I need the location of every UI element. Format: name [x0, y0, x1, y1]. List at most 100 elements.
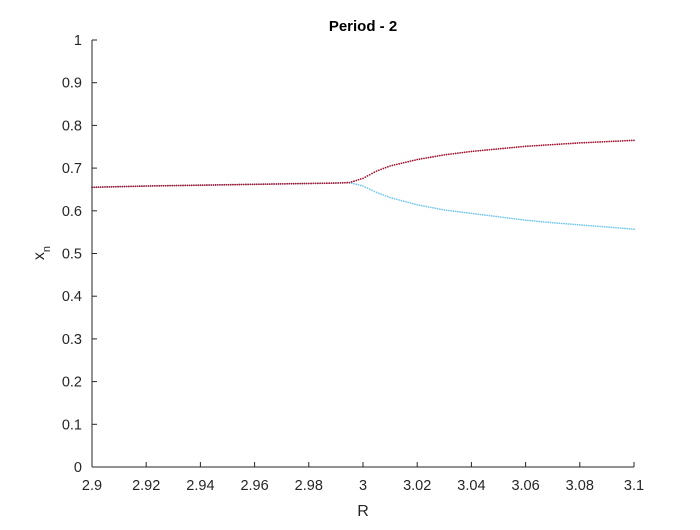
series-1-point [633, 228, 635, 231]
series-2-point [621, 139, 624, 142]
series-1-point [615, 226, 617, 229]
series-1-point [572, 223, 574, 226]
series-2-point [617, 140, 620, 142]
series-1-point [391, 197, 394, 200]
series-1-point [529, 219, 532, 222]
series-2-point [184, 184, 187, 187]
series-2-point [275, 183, 278, 185]
series-2-point [594, 141, 597, 144]
series-2-point [305, 182, 308, 185]
series-2-point [384, 166, 387, 169]
series-2-point [112, 185, 115, 188]
series-1-point [432, 206, 434, 209]
series-1-point [506, 217, 509, 219]
series-2-point [104, 186, 106, 188]
series-1-point [626, 227, 629, 230]
series-1 [91, 181, 635, 231]
series-1-point [398, 199, 401, 201]
series-1-point [465, 211, 468, 214]
series-1-point [427, 206, 430, 208]
series-2-point [153, 185, 156, 187]
series-2-point [97, 186, 100, 189]
series-2-point [279, 183, 282, 185]
series-1-point [574, 223, 577, 226]
series-2-point [229, 183, 232, 186]
series-2-point [277, 183, 280, 185]
series-2-point [418, 158, 421, 161]
series-2-point [450, 153, 452, 155]
series-2-point [468, 150, 471, 153]
x-tick-label: 3.06 [511, 478, 539, 494]
series-1-point [599, 225, 602, 228]
series-2-point [264, 183, 267, 186]
series-2-point [117, 185, 119, 188]
series-2-point [576, 142, 579, 144]
series-1-point [619, 227, 622, 229]
tick-layer: 2.9 2.92 2.94 2.96 2.98 3 3.02 3.04 3.06 3.08 3.1 0… [62, 33, 644, 494]
series-1-point [490, 215, 493, 217]
series-2-point [472, 150, 475, 153]
series-2-point [486, 149, 489, 151]
series-2-point [459, 151, 462, 154]
series-2-point [328, 182, 331, 185]
series-2-point [615, 140, 617, 143]
series-1-point [547, 221, 550, 224]
series-2-point [238, 183, 241, 186]
series-1-point [375, 191, 378, 194]
series-2-point [312, 182, 315, 185]
series-1-point [513, 217, 516, 220]
series-1-point [438, 208, 441, 210]
x-tick-label: 3.08 [566, 478, 594, 494]
y-tick-label: 0 [74, 460, 82, 476]
series-2-point [362, 177, 364, 180]
series-1-point [459, 211, 462, 213]
series-1-point [538, 220, 541, 223]
series-1-point [549, 221, 552, 224]
series-2-point [416, 158, 419, 161]
series-2-point [481, 149, 484, 152]
series-1-point [456, 210, 459, 213]
series-2-point [452, 152, 455, 155]
series-2-point [395, 163, 398, 166]
y-tick-label: 0.2 [62, 375, 82, 391]
series-1-point [377, 192, 380, 195]
series-2-point [551, 143, 554, 146]
series-1-point [393, 197, 396, 200]
series-1-point [411, 202, 414, 205]
series-2-point [234, 183, 236, 186]
series-2-point [633, 139, 635, 142]
series-2-point [596, 141, 599, 143]
series-2-point [195, 184, 197, 187]
series-2-point [565, 142, 568, 145]
series-1-point [373, 190, 376, 193]
series-1-point [621, 227, 624, 230]
series-2-point [583, 141, 586, 144]
series-1-point [610, 226, 613, 229]
series-2-point [475, 150, 477, 152]
series-2-point [271, 183, 273, 185]
series-2-point [299, 182, 302, 185]
series-2-point [319, 182, 321, 185]
series-2-point [173, 184, 176, 187]
series-2-point [314, 182, 317, 185]
series-2-point [619, 140, 622, 142]
series-2-point [253, 183, 256, 186]
series-2-point [199, 184, 202, 187]
series-2-point [255, 183, 258, 186]
series-2-point [121, 185, 124, 188]
svg-text:xn: xn [31, 246, 53, 260]
series-1-point [535, 220, 538, 223]
series-2-point [325, 182, 328, 185]
series-1-point [592, 225, 595, 227]
series-1-point [405, 200, 407, 203]
series-2-point [587, 141, 590, 144]
series-2-point [531, 145, 534, 147]
series-2-point [294, 182, 297, 185]
series-2-point [321, 182, 324, 185]
series-2-point [355, 179, 358, 182]
series-1-point [479, 213, 482, 216]
series-1-point [556, 222, 559, 225]
series-2-point [288, 182, 291, 185]
series-1-point [353, 182, 355, 185]
series-2-point [432, 155, 434, 158]
